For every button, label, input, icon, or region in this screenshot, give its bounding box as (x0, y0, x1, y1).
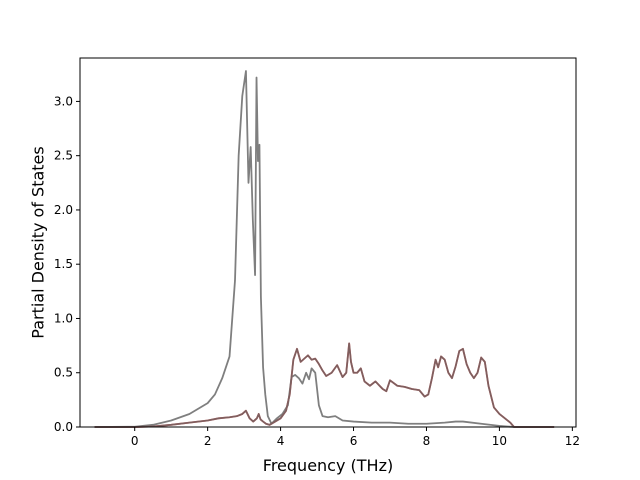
y-tick-label: 2.5 (54, 149, 73, 163)
series-line-2 (94, 70, 555, 428)
y-tick-label: 0.5 (54, 366, 73, 380)
series-line-3 (94, 342, 555, 428)
y-axis-label: Partial Density of States (29, 146, 48, 338)
x-tick-label: 4 (277, 434, 285, 448)
x-axis-ticks: 0 2 4 6 8 10 12 (131, 427, 580, 448)
x-tick-label: 10 (492, 434, 507, 448)
x-tick-label: 6 (350, 434, 358, 448)
x-tick-label: 0 (131, 434, 139, 448)
plot-frame (79, 57, 577, 428)
series-layer (94, 70, 555, 428)
x-axis-label: Frequency (THz) (263, 456, 393, 475)
x-tick-label: 8 (423, 434, 431, 448)
series-line-1 (94, 342, 555, 428)
y-tick-label: 1.0 (54, 311, 73, 325)
y-axis-ticks: 0.0 0.5 1.0 1.5 2.0 2.5 3.0 (54, 94, 80, 434)
x-tick-label: 12 (565, 434, 580, 448)
y-tick-label: 3.0 (54, 94, 73, 108)
y-tick-label: 1.5 (54, 257, 73, 271)
y-tick-label: 0.0 (54, 420, 73, 434)
x-tick-label: 2 (204, 434, 212, 448)
y-tick-label: 2.0 (54, 203, 73, 217)
